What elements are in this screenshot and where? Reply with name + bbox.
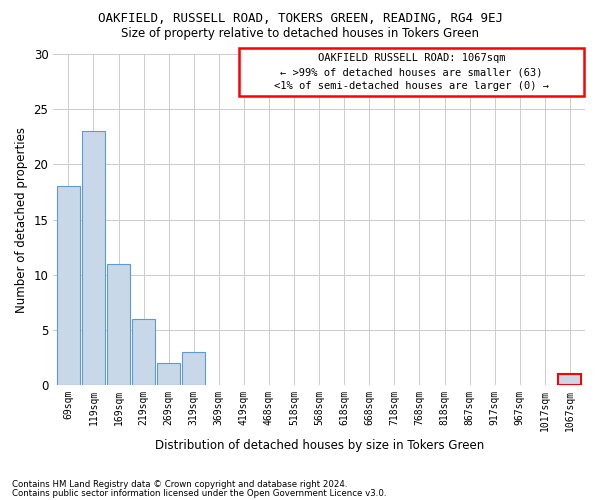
FancyBboxPatch shape (239, 48, 584, 96)
Bar (107, 264, 130, 385)
Bar (182, 352, 205, 385)
Text: OAKFIELD, RUSSELL ROAD, TOKERS GREEN, READING, RG4 9EJ: OAKFIELD, RUSSELL ROAD, TOKERS GREEN, RE… (97, 12, 503, 26)
Text: OAKFIELD RUSSELL ROAD: 1067sqm: OAKFIELD RUSSELL ROAD: 1067sqm (317, 53, 505, 63)
Text: Size of property relative to detached houses in Tokers Green: Size of property relative to detached ho… (121, 28, 479, 40)
Y-axis label: Number of detached properties: Number of detached properties (15, 126, 28, 312)
Text: Contains HM Land Registry data © Crown copyright and database right 2024.: Contains HM Land Registry data © Crown c… (12, 480, 347, 489)
Text: ← >99% of detached houses are smaller (63): ← >99% of detached houses are smaller (6… (280, 68, 542, 78)
Text: Contains public sector information licensed under the Open Government Licence v3: Contains public sector information licen… (12, 488, 386, 498)
Bar (82, 131, 105, 385)
Bar (157, 363, 180, 385)
X-axis label: Distribution of detached houses by size in Tokers Green: Distribution of detached houses by size … (155, 440, 484, 452)
Bar (559, 374, 581, 385)
Text: <1% of semi-detached houses are larger (0) →: <1% of semi-detached houses are larger (… (274, 82, 549, 92)
Bar (132, 319, 155, 385)
Bar (57, 186, 80, 385)
